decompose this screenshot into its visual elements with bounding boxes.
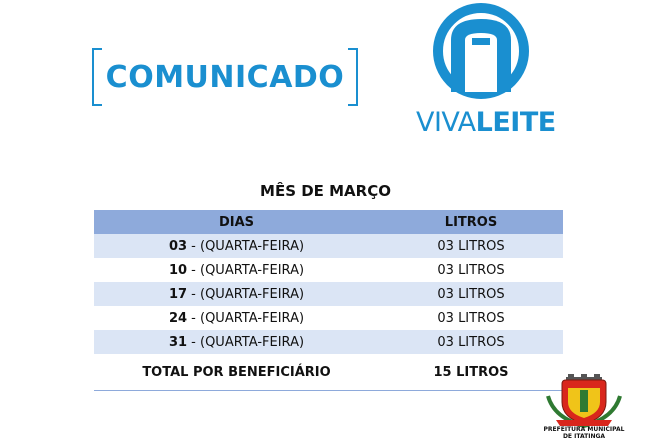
header-litros: LITROS [379, 210, 563, 234]
header-dias: DIAS [94, 210, 379, 234]
table-row: 10 - (QUARTA-FEIRA) 03 LITROS [94, 258, 563, 282]
day-number: 03 [168, 238, 188, 254]
wordmark-viva: VIVA [416, 107, 476, 138]
day-cell: 10 - (QUARTA-FEIRA) [94, 258, 379, 282]
day-weekday: - (QUARTA-FEIRA) [187, 310, 305, 326]
day-cell: 03 - (QUARTA-FEIRA) [94, 234, 379, 258]
day-number: 24 [168, 310, 188, 326]
wordmark-leite: LEITE [475, 107, 557, 138]
table-row: 03 - (QUARTA-FEIRA) 03 LITROS [94, 234, 563, 258]
liters-cell: 03 LITROS [379, 330, 563, 354]
table-row: 31 - (QUARTA-FEIRA) 03 LITROS [94, 330, 563, 354]
crest-tree [580, 390, 588, 412]
left-bracket [92, 48, 102, 106]
liters-cell: 03 LITROS [437, 262, 505, 278]
crest-ribbon [556, 420, 612, 426]
day-weekday: - (QUARTA-FEIRA) [187, 334, 305, 350]
logo-ring [433, 3, 529, 99]
crest-tower-2 [581, 374, 587, 378]
total-label: TOTAL POR BENEFICIÁRIO [94, 354, 379, 391]
crest-tower-1 [568, 374, 574, 378]
logo-bottle-cap [472, 38, 490, 45]
vivaleite-wordmark: VIVALEITE [416, 107, 556, 138]
milk-schedule-table: DIAS LITROS 03 - (QUARTA-FEIRA) 03 LITRO… [94, 210, 563, 391]
day-cell: 31 - (QUARTA-FEIRA) [94, 330, 379, 354]
day-cell: 24 - (QUARTA-FEIRA) [94, 306, 379, 330]
liters-cell: 03 LITROS [379, 234, 563, 258]
day-number: 31 [168, 334, 188, 350]
crest-caption-line2: DE ITATINGA [562, 433, 606, 440]
day-cell: 17 - (QUARTA-FEIRA) [94, 282, 379, 306]
coat-of-arms-icon [546, 374, 622, 429]
total-value: 15 LITROS [379, 354, 563, 391]
total-row: TOTAL POR BENEFICIÁRIO 15 LITROS [94, 354, 563, 391]
day-number: 10 [168, 262, 188, 278]
day-number: 17 [168, 286, 188, 302]
day-weekday: - (QUARTA-FEIRA) [187, 238, 305, 254]
crest-caption: PREFEITURA MUNICIPAL DE ITATINGA [536, 426, 632, 440]
crest-tower-3 [594, 374, 600, 378]
comunicado-banner: COMUNICADO [92, 48, 358, 106]
liters-cell: 03 LITROS [379, 282, 563, 306]
day-weekday: - (QUARTA-FEIRA) [187, 286, 305, 302]
month-heading: MÊS DE MARÇO [260, 182, 391, 200]
right-bracket [348, 48, 358, 106]
liters-cell: 03 LITROS [437, 310, 505, 326]
table-row: 24 - (QUARTA-FEIRA) 03 LITROS [94, 306, 563, 330]
table-header-row: DIAS LITROS [94, 210, 563, 234]
comunicado-title: COMUNICADO [105, 59, 345, 95]
vivaleite-logo-icon [433, 3, 529, 99]
table-row: 17 - (QUARTA-FEIRA) 03 LITROS [94, 282, 563, 306]
logo-bottle-cutout [465, 33, 497, 92]
crest-caption-line1: PREFEITURA MUNICIPAL [543, 426, 625, 433]
day-weekday: - (QUARTA-FEIRA) [187, 262, 305, 278]
